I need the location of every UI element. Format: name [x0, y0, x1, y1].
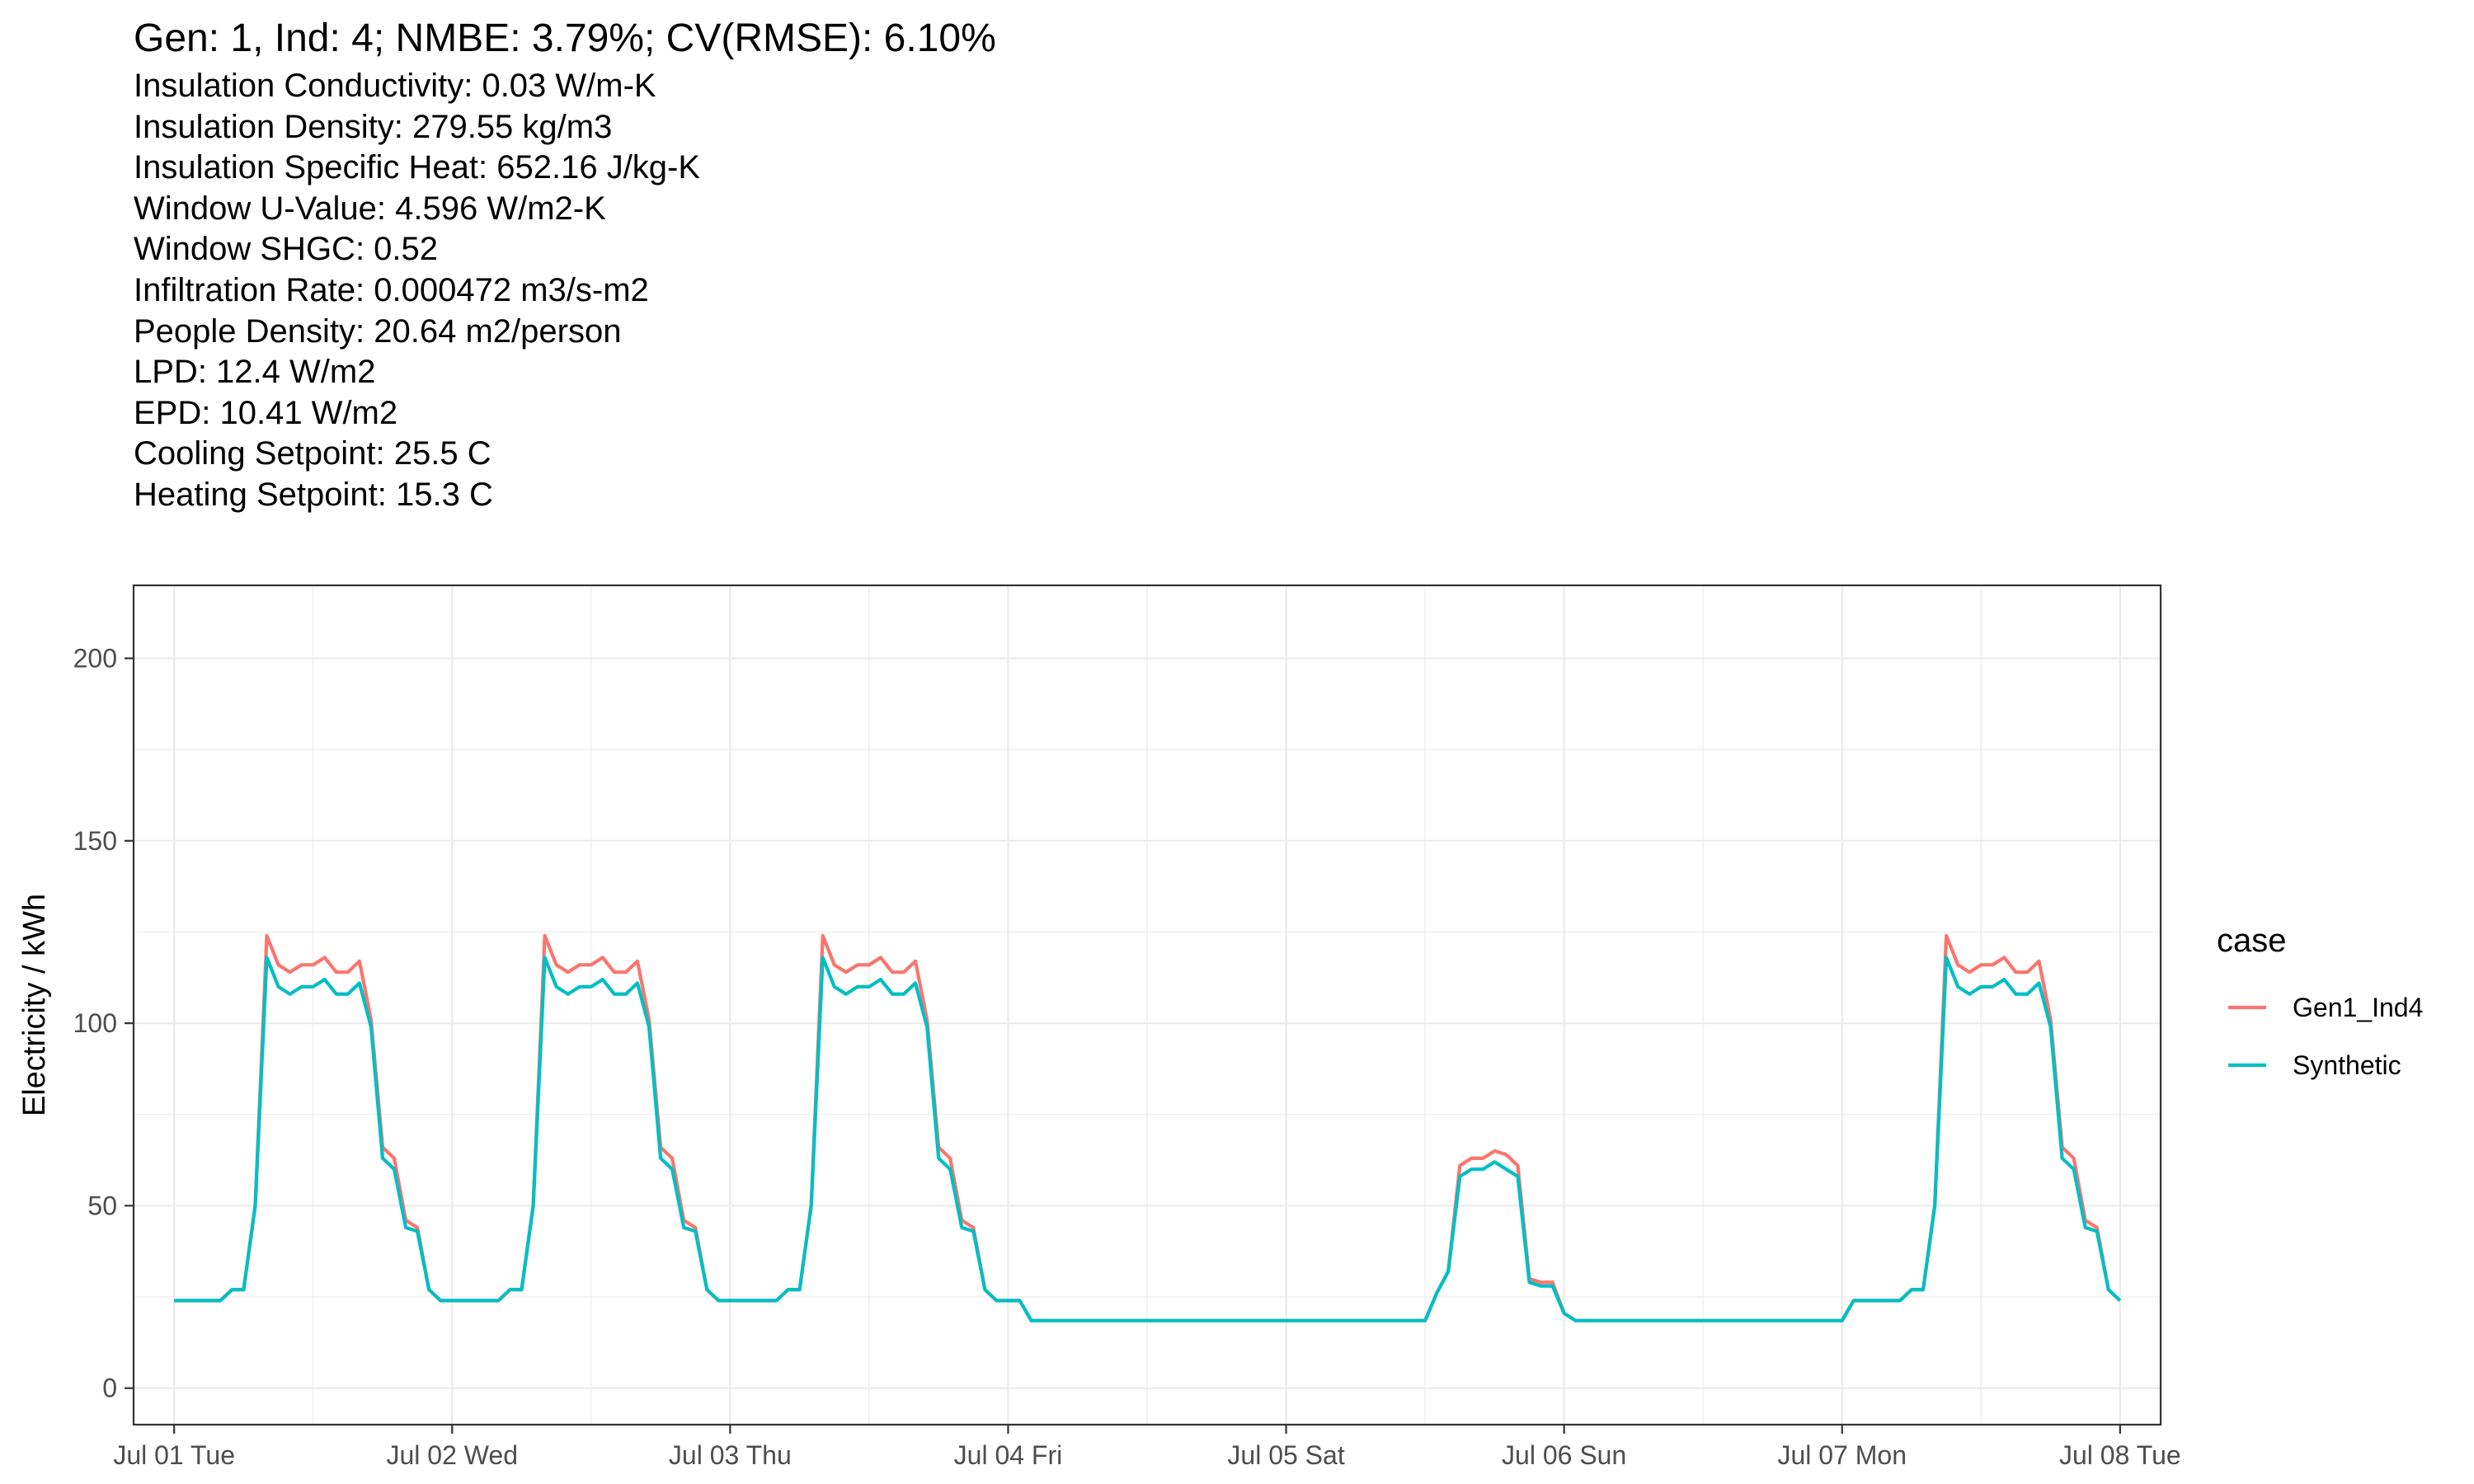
subtitle-line-lpd: LPD: 12.4 W/m2 [134, 354, 376, 391]
series-lines [174, 933, 2122, 1322]
subtitle-line-infiltration-rate: Infiltration Rate: 0.000472 m3/s-m2 [134, 271, 649, 308]
x-tick-label: Jul 08 Tue [2059, 1440, 2181, 1470]
subtitle-line-window-u-value: Window U-Value: 4.596 W/m2-K [134, 190, 606, 227]
plot-panel-border [132, 584, 2162, 1426]
y-tick-label: 100 [73, 1008, 117, 1038]
x-axis: Jul 01 Tue Jul 02 Wed Jul 03 Thu Jul 04 Fri… [113, 1425, 2181, 1470]
x-tick-label: Jul 07 Mon [1777, 1440, 1907, 1470]
subtitle-line-insulation-conductivity: Insulation Conductivity: 0.03 W/m-K [134, 68, 656, 104]
subtitle-lines: Insulation Conductivity: 0.03 W/m-K Insu… [134, 66, 996, 516]
x-tick-label: Jul 02 Wed [387, 1440, 519, 1470]
subtitle-line-insulation-specific-heat: Insulation Specific Heat: 652.16 J/kg-K [134, 149, 701, 186]
legend-title: case [2217, 923, 2287, 959]
y-tick-label: 200 [73, 644, 117, 674]
chart-title: Gen: 1, Ind: 4; NMBE: 3.79%; CV(RMSE): 6… [134, 16, 996, 60]
grid-minor [134, 585, 2161, 1425]
x-tick-label: Jul 01 Tue [113, 1440, 235, 1470]
grid-major [134, 585, 2161, 1425]
subtitle-line-window-shgc: Window SHGC: 0.52 [134, 231, 439, 268]
x-tick-label: Jul 06 Sun [1502, 1440, 1626, 1470]
subtitle-line-heating-setpoint: Heating Setpoint: 15.3 C [134, 476, 493, 513]
subtitle-line-people-density: People Density: 20.64 m2/person [134, 312, 622, 350]
x-tick-label: Jul 05 Sat [1227, 1440, 1344, 1470]
legend-items: Gen1_Ind4 Synthetic [2228, 993, 2423, 1080]
y-tick-label: 50 [87, 1190, 117, 1220]
title-block: Gen: 1, Ind: 4; NMBE: 3.79%; CV(RMSE): 6… [134, 12, 996, 516]
subtitle-line-cooling-setpoint: Cooling Setpoint: 25.5 C [134, 435, 492, 472]
y-axis: 0 50 100 150 200 [73, 644, 134, 1403]
subtitle-line-epd: EPD: 10.41 W/m2 [134, 394, 398, 431]
x-tick-label: Jul 03 Thu [669, 1440, 792, 1470]
y-axis-title: Electricity / kWh [17, 894, 52, 1116]
subtitle-line-insulation-density: Insulation Density: 279.55 kg/m3 [134, 108, 613, 145]
legend-label-synthetic: Synthetic [2293, 1050, 2401, 1080]
legend: case Gen1_Ind4 Synthetic [2217, 923, 2423, 1080]
legend-label-gen1-ind4: Gen1_Ind4 [2293, 993, 2423, 1022]
y-tick-label: 150 [73, 826, 117, 856]
y-tick-label: 0 [102, 1374, 117, 1403]
series-line-synthetic [174, 956, 2122, 1322]
x-tick-label: Jul 04 Fri [954, 1440, 1063, 1470]
